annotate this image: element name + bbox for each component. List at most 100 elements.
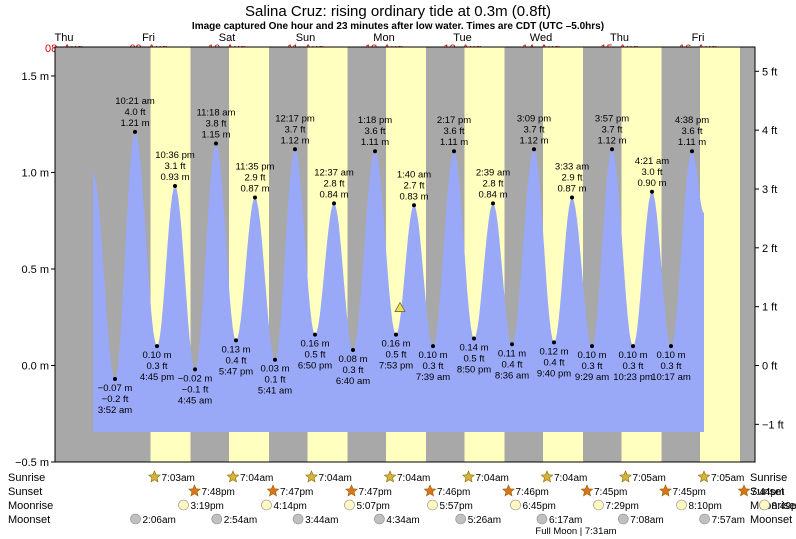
extreme-feet: −0.2 ft (102, 394, 129, 405)
extreme-time: 5:41 am (258, 386, 292, 397)
extreme-meters: 0.83 m (399, 191, 428, 202)
extreme-time: 12:37 am (314, 167, 354, 178)
left-tick-label: 1.0 m (21, 167, 49, 179)
sun-icon (148, 470, 161, 483)
right-tick-label: 4 ft (762, 125, 777, 137)
extreme-feet: 4.0 ft (124, 107, 145, 118)
moonrise-icon (261, 499, 272, 511)
extreme-dot (472, 336, 476, 341)
extreme-time: 4:38 pm (675, 115, 709, 126)
extreme-time: 10:21 am (115, 96, 155, 107)
sun-icon (383, 470, 397, 483)
extreme-dot (373, 149, 377, 154)
extreme-meters: 0.93 m (160, 172, 189, 183)
extreme-feet: 0.4 ft (501, 359, 522, 370)
extreme-dot (173, 183, 177, 188)
extreme-meters: 0.16 m (300, 339, 329, 350)
extreme-meters: 1.11 m (440, 137, 468, 148)
row-time: 7:45pm (673, 487, 706, 498)
extreme-labels: −0.07 m−0.2 ft3:52 am 10:21 am4.0 ft1.21 … (98, 96, 710, 416)
row-time: 8:10pm (689, 501, 722, 512)
moonrise-icon (759, 499, 770, 511)
extreme-meters: 1.15 m (201, 130, 230, 141)
extreme-feet: 3.7 ft (523, 124, 544, 135)
left-tick-label: −0.5 m (15, 457, 49, 469)
row-time: 7:47pm (280, 487, 313, 498)
row-time: 7:05am (633, 473, 666, 484)
extreme-feet: 0.3 ft (146, 361, 167, 372)
row-time: 4:14pm (274, 501, 307, 512)
extreme-meters: 0.87 m (240, 184, 269, 195)
extreme-meters: 1.11 m (678, 137, 706, 148)
plot-area (54, 46, 756, 463)
moonset-icon (455, 513, 467, 525)
moonset-icon (374, 513, 385, 525)
row-time: 6:17am (549, 515, 582, 526)
day-name: Fri (692, 32, 705, 44)
row-time: 7:47pm (359, 487, 392, 498)
row-time: 3:19pm (191, 501, 224, 512)
extreme-dot (590, 344, 594, 349)
sunset-icon (737, 484, 751, 497)
extreme-dot (669, 344, 673, 349)
row-time: 7:45pm (594, 487, 627, 498)
extreme-meters: 0.10 m (142, 350, 171, 361)
chart-title: Salina Cruz: rising ordinary tide at 0.3… (245, 3, 551, 20)
extreme-time: 11:35 pm (236, 162, 275, 173)
extreme-time: 3:52 am (98, 405, 132, 416)
extreme-dot (431, 344, 435, 349)
extreme-dot (214, 141, 218, 146)
extreme-dot (313, 332, 317, 337)
extreme-dot (690, 149, 694, 154)
extreme-dot (113, 377, 117, 381)
extreme-dot (532, 147, 536, 152)
extreme-feet: 3.7 ft (601, 124, 622, 135)
row-time: 3:44am (305, 515, 338, 526)
row-time: 7:05am (711, 473, 744, 484)
extreme-meters: 0.14 m (459, 342, 488, 353)
row-time: 7:29pm (606, 501, 639, 512)
extreme-time: 10:17 am (651, 372, 691, 383)
extreme-dot (193, 367, 197, 372)
day-name: Tue (453, 32, 472, 44)
extreme-meters: 0.87 m (557, 184, 586, 195)
extreme-dot (253, 195, 257, 200)
extreme-dot (631, 344, 635, 349)
extreme-dot (351, 348, 355, 353)
extreme-time: 6:50 pm (298, 361, 332, 372)
extreme-time: 4:21 am (635, 156, 669, 167)
extreme-meters: −0.02 m (178, 373, 213, 384)
sunset-icon (580, 484, 594, 497)
extreme-meters: 0.10 m (577, 350, 606, 361)
row-time: 5:26am (468, 515, 501, 526)
extreme-feet: 3.7 ft (284, 124, 305, 135)
row-time: 4:34am (386, 515, 419, 526)
left-tick-label: 0.5 m (21, 264, 49, 276)
sunset-icon (659, 484, 672, 497)
extreme-meters: 0.12 m (539, 346, 568, 357)
moonset-icon (536, 513, 548, 525)
extreme-time: 2:17 pm (437, 115, 471, 126)
moonset-icon (617, 513, 629, 525)
extreme-time: 11:18 am (197, 108, 236, 119)
extreme-feet: 2.7 ft (403, 180, 424, 191)
left-tick-label: 1.5 m (21, 71, 49, 83)
extreme-feet: 0.3 ft (581, 361, 602, 372)
extreme-meters: 1.12 m (280, 135, 309, 146)
extreme-dot (452, 149, 456, 154)
extreme-meters: 0.90 m (637, 178, 666, 189)
sun-icon (226, 470, 240, 483)
current-level-marker (394, 301, 406, 312)
right-tick-label: −1 ft (762, 419, 784, 431)
row-time: 7:04am (476, 473, 509, 484)
extreme-meters: 1.21 m (120, 118, 149, 129)
extreme-meters: 0.13 m (221, 344, 250, 355)
extreme-time: 10:36 pm (155, 150, 195, 161)
row-time: 7:03am (162, 473, 195, 484)
day-name: Thu (610, 32, 629, 44)
moonrise-icon (676, 499, 687, 511)
row-label-left: Moonrise (8, 500, 53, 512)
right-tick-label: 1 ft (762, 302, 777, 314)
sunset-icon (423, 484, 437, 497)
extreme-dot (394, 332, 398, 337)
